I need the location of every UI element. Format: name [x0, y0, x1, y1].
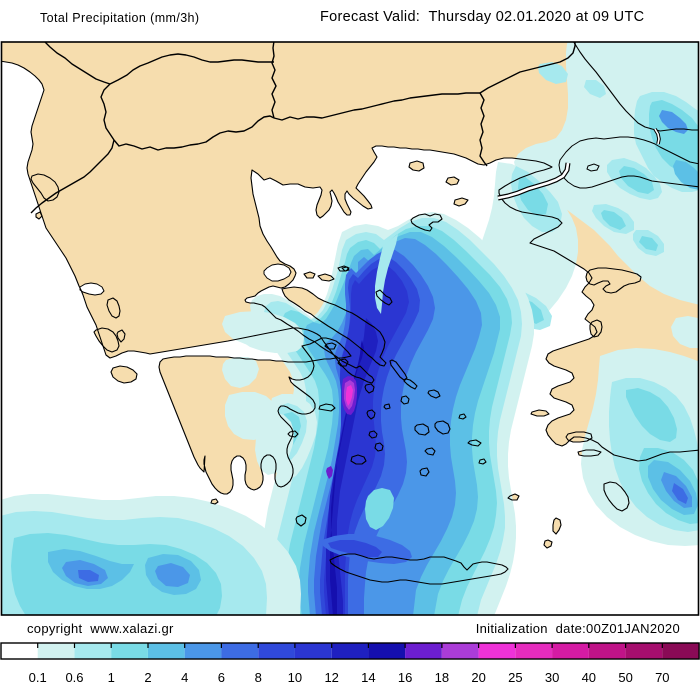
svg-text:70: 70 — [655, 670, 669, 685]
svg-text:1: 1 — [108, 670, 115, 685]
svg-text:10: 10 — [288, 670, 302, 685]
svg-text:40: 40 — [582, 670, 596, 685]
svg-text:12: 12 — [324, 670, 338, 685]
svg-text:20: 20 — [471, 670, 485, 685]
svg-text:8: 8 — [255, 670, 262, 685]
svg-text:6: 6 — [218, 670, 225, 685]
svg-text:0.1: 0.1 — [29, 670, 47, 685]
svg-text:50: 50 — [618, 670, 632, 685]
svg-text:14: 14 — [361, 670, 375, 685]
svg-text:0.6: 0.6 — [65, 670, 83, 685]
svg-text:4: 4 — [181, 670, 188, 685]
svg-text:25: 25 — [508, 670, 522, 685]
svg-text:30: 30 — [545, 670, 559, 685]
svg-text:18: 18 — [435, 670, 449, 685]
svg-text:16: 16 — [398, 670, 412, 685]
svg-text:2: 2 — [144, 670, 151, 685]
